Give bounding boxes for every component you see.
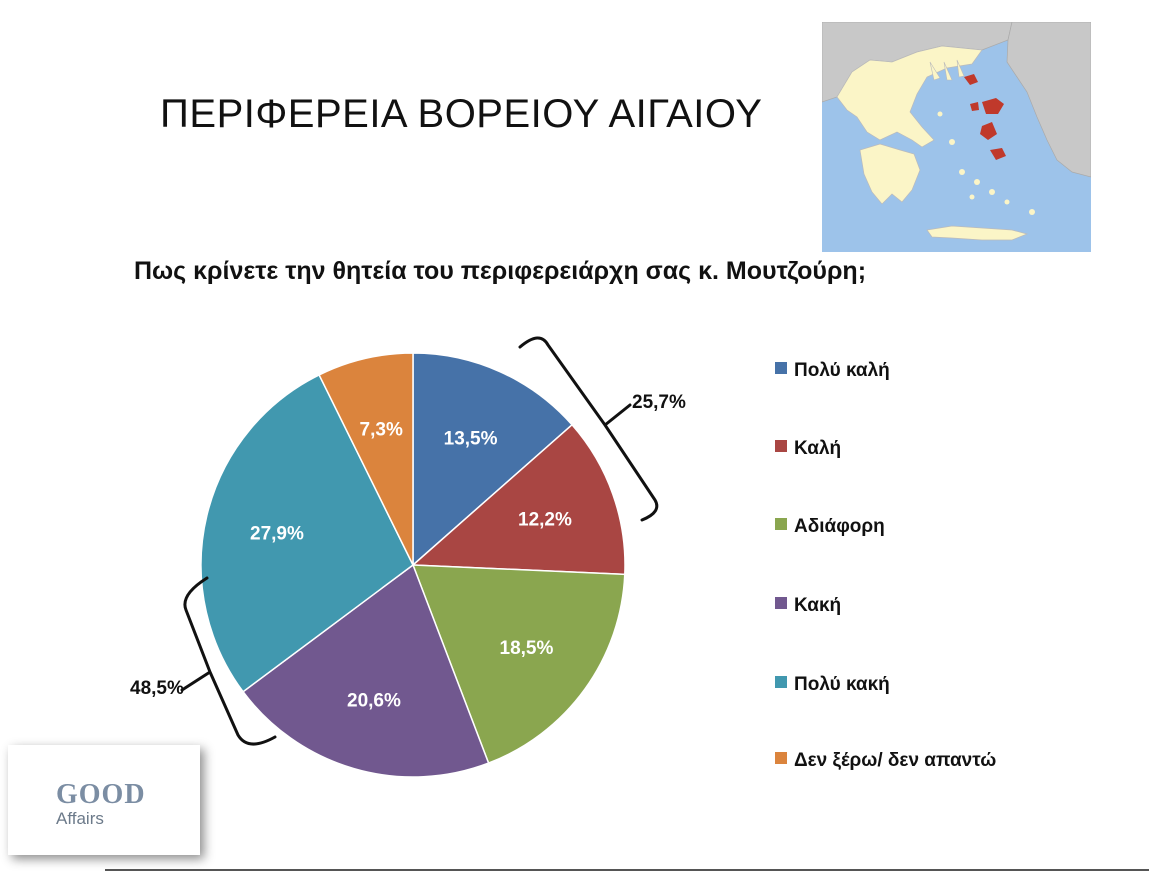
legend-item-very-good: Πολύ καλή	[775, 360, 890, 382]
greece-map-graphic	[822, 22, 1091, 241]
legend-swatch	[775, 362, 787, 374]
slice-data-label: 7,3%	[360, 420, 403, 441]
legend-label: Δεν ξέρω/ δεν απαντώ	[794, 750, 997, 771]
pie-slice	[412, 352, 574, 567]
logo-text-good: GOOD	[56, 779, 146, 810]
legend-label: Πολύ καλή	[794, 360, 890, 381]
slice-data-label: 12,2%	[518, 509, 572, 530]
legend-item-very-bad: Πολύ κακή	[775, 674, 890, 696]
brace-bottom	[180, 576, 277, 746]
slice-data-label: 13,5%	[444, 428, 498, 449]
chart-title: Πως κρίνετε την θητεία του περιφερειάρχη…	[134, 257, 867, 285]
legend-swatch	[775, 440, 787, 452]
bottom-divider	[105, 869, 1149, 871]
bracket-label-bottom: 48,5%	[130, 678, 184, 699]
pie-slice	[411, 564, 626, 765]
legend-item-good: Καλή	[775, 438, 841, 460]
pie-slice	[242, 563, 490, 778]
legend-label: Πολύ κακή	[794, 674, 890, 695]
pie-slice	[411, 423, 626, 576]
legend-swatch	[775, 518, 787, 530]
legend-swatch	[775, 676, 787, 688]
legend-item-bad: Κακή	[775, 595, 841, 617]
legend-swatch	[775, 752, 787, 764]
legend-swatch	[775, 597, 787, 609]
legend-label: Αδιάφορη	[794, 516, 885, 537]
bracket-label-top: 25,7%	[632, 392, 686, 413]
brace-top	[518, 336, 659, 522]
slice-data-label: 18,5%	[500, 638, 554, 659]
greece-map	[822, 22, 1091, 252]
legend-label: Καλή	[794, 438, 842, 459]
legend-item-indifferent: Αδιάφορη	[775, 516, 885, 538]
slice-data-label: 20,6%	[347, 690, 401, 711]
logo-text-affairs: Affairs	[56, 809, 104, 828]
slice-data-label: 27,9%	[250, 523, 304, 544]
pie-slice	[318, 352, 414, 566]
good-affairs-logo: GOOD Affairs	[8, 745, 200, 855]
legend-item-dont-know: Δεν ξέρω/ δεν απαντώ	[775, 750, 996, 772]
page-title: ΠΕΡΙΦΕΡΕΙΑ ΒΟΡΕΙΟΥ ΑΙΓΑΙΟΥ	[160, 92, 763, 136]
pie-slice	[200, 373, 414, 693]
legend-label: Κακή	[794, 595, 842, 616]
